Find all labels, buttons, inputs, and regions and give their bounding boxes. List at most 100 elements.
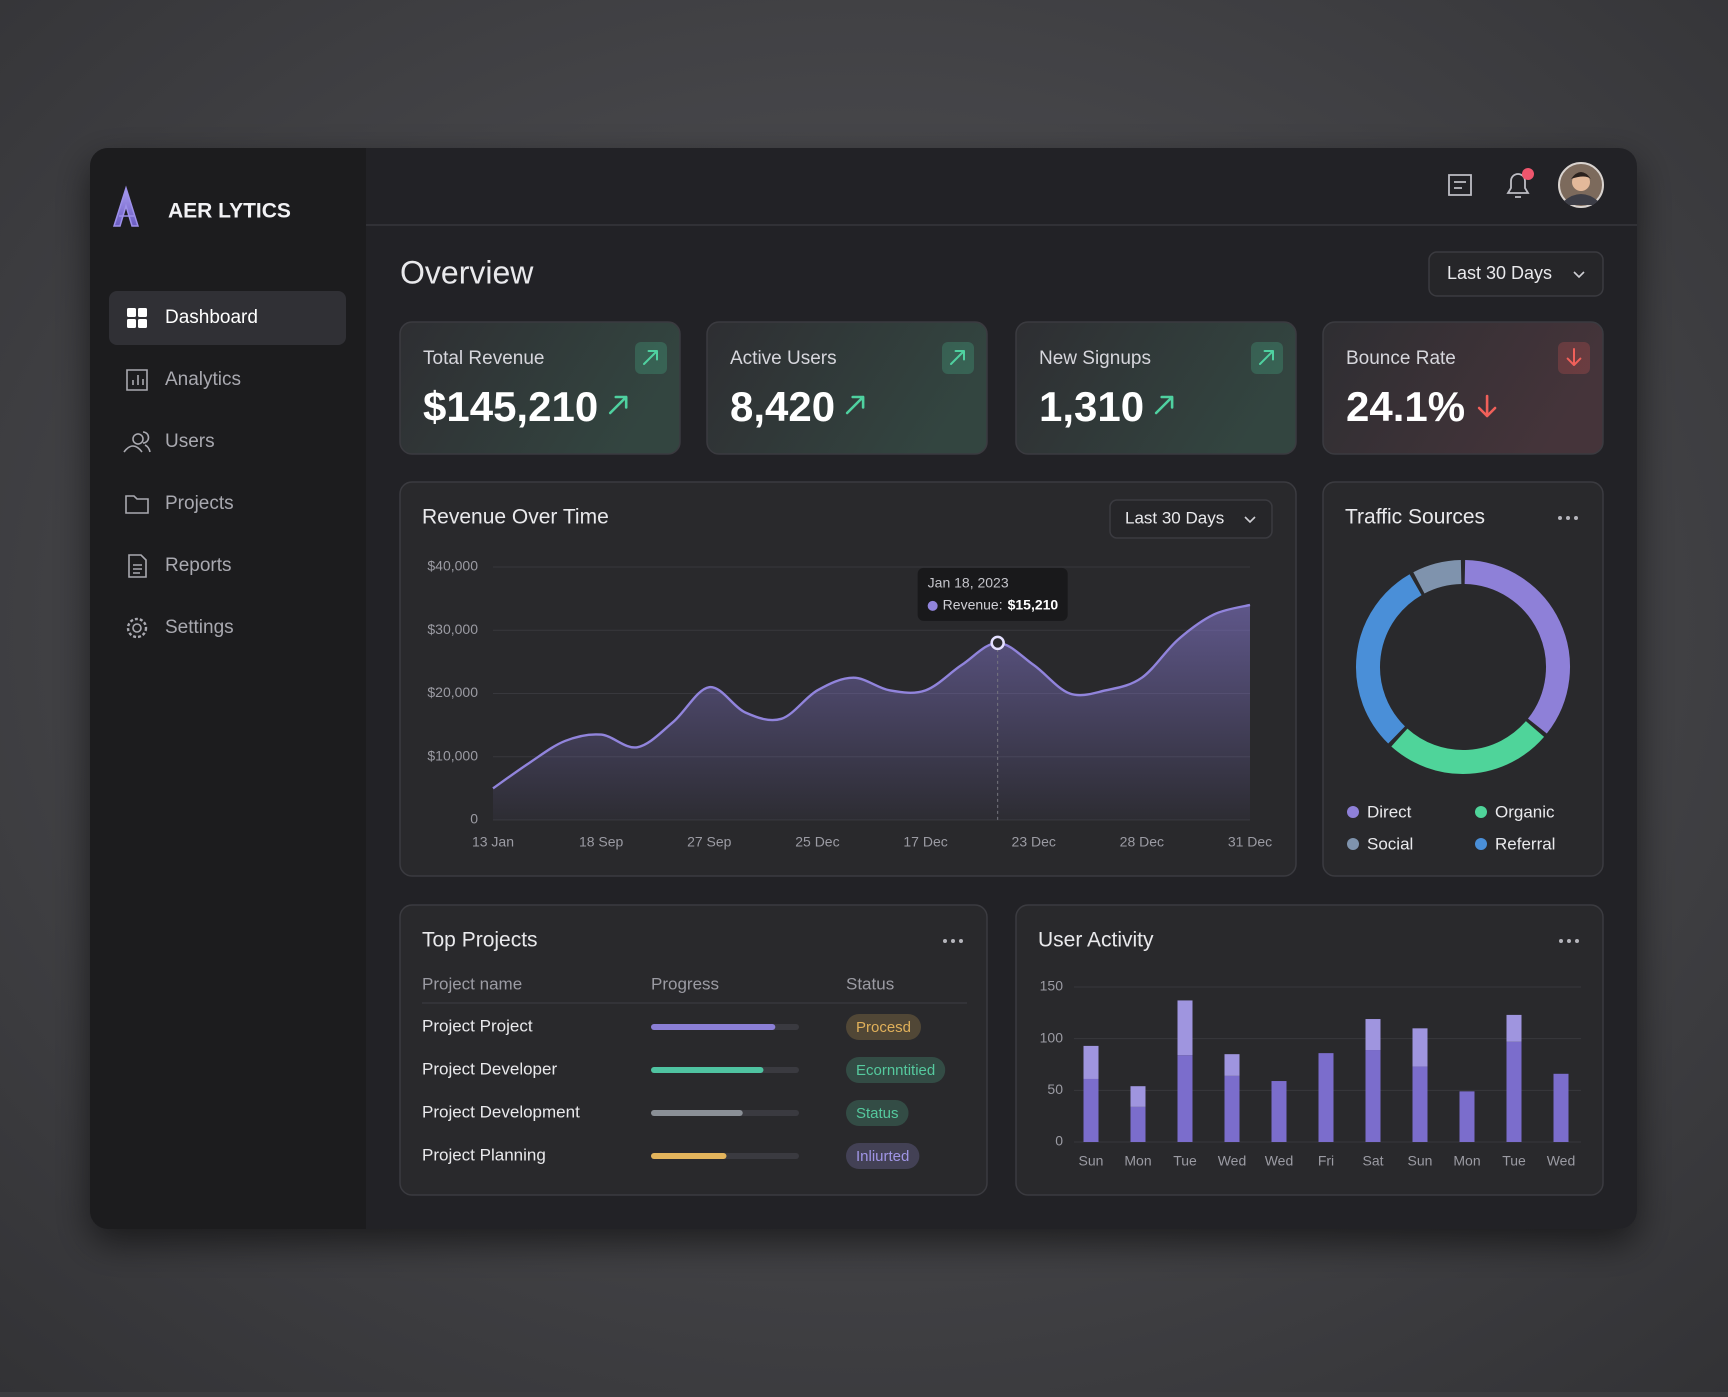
chevron (1573, 271, 1585, 279)
avatar-face (1572, 173, 1590, 191)
column-header: Status (846, 974, 894, 993)
legend-item: Referral (1475, 834, 1555, 853)
bar-segment (1177, 1000, 1193, 1056)
sidebar (90, 148, 366, 1229)
highlight-point (990, 635, 1005, 651)
tooltip-dot (927, 600, 938, 611)
card-bg (399, 321, 681, 455)
trend-up-icon (1259, 350, 1274, 365)
more-menu[interactable] (1559, 939, 1579, 943)
kpi-value: 24.1% (1346, 383, 1465, 430)
x-tick-label: Wed (1265, 1153, 1294, 1169)
x-tick-label: Tue (1173, 1153, 1197, 1169)
trend-up-icon (1154, 395, 1174, 415)
range-dropdown[interactable]: Last 30 Days (1428, 251, 1604, 297)
nav-label: Dashboard (165, 307, 258, 328)
kpi-value: 8,420 (730, 383, 835, 430)
bar-segment (1177, 1055, 1193, 1142)
bar-segment (1459, 1091, 1475, 1142)
status-pill (846, 1057, 946, 1083)
logo (112, 185, 140, 227)
kpi-label: Active Users (730, 348, 837, 369)
tooltip-bg (917, 567, 1068, 621)
chevron (1244, 516, 1256, 524)
nav-item[interactable]: Dashboard (109, 291, 346, 345)
more-menu[interactable] (1558, 516, 1578, 520)
kpi-value: $145,210 (423, 383, 598, 430)
avatar[interactable] (1558, 162, 1604, 208)
project-row[interactable]: Project Project Procesd (422, 1014, 922, 1040)
x-tick-label: 25 Dec (795, 834, 839, 850)
y-tick-label: $40,000 (427, 558, 478, 574)
page-title: Overview (400, 254, 534, 290)
dot (943, 939, 947, 943)
card-bg (1015, 904, 1604, 1196)
dot (1574, 516, 1578, 520)
bar-segment (1130, 1106, 1146, 1142)
notification-badge (1522, 168, 1534, 180)
x-tick-label: Sun (1408, 1153, 1433, 1169)
legend-item: Direct (1347, 802, 1412, 821)
icon-part (126, 369, 148, 391)
project-name: Project Planning (422, 1145, 546, 1164)
icon-part (138, 308, 147, 317)
legend-label: Social (1367, 834, 1413, 853)
nav-item[interactable]: Settings (126, 617, 234, 639)
bar-segment (1553, 1073, 1569, 1142)
legend-item: Organic (1475, 802, 1555, 821)
y-tick-label: $20,000 (427, 684, 478, 700)
donut-segment (1413, 560, 1462, 594)
more-menu[interactable] (943, 939, 963, 943)
status-pill (846, 1014, 922, 1040)
icon-part (127, 319, 136, 328)
bar-segment (1224, 1054, 1240, 1076)
kpi-card: Total Revenue $145,210 (399, 321, 681, 455)
chart-range-dropdown[interactable]: Last 30 Days (1109, 499, 1273, 539)
nav-item[interactable]: Users (123, 431, 215, 453)
nav-label: Analytics (165, 369, 241, 390)
icon-part (123, 431, 151, 453)
progress-fill (651, 1067, 764, 1073)
project-row[interactable]: Project Development Status (422, 1100, 909, 1126)
dot (1566, 516, 1570, 520)
nav-icon (127, 308, 147, 328)
dot (1558, 516, 1562, 520)
x-tick-label: 17 Dec (903, 834, 947, 850)
legend-item: Social (1347, 834, 1413, 853)
tooltip-value: $15,210 (1008, 597, 1059, 613)
icon-part (138, 319, 147, 328)
kpi-card: Active Users 8,420 (706, 321, 988, 455)
project-row[interactable]: Project Planning Inliurted (422, 1143, 920, 1169)
card-bg (1015, 321, 1297, 455)
legend-swatch (1347, 806, 1359, 818)
dot (1575, 939, 1579, 943)
project-row[interactable]: Project Developer Ecornntitied (422, 1057, 946, 1083)
card-title: Revenue Over Time (422, 506, 609, 529)
y-tick-label: 0 (1055, 1133, 1063, 1149)
y-tick-label: 150 (1040, 978, 1064, 994)
dot (951, 939, 955, 943)
card-bg (399, 904, 988, 1196)
icon-part (127, 308, 136, 317)
nav-item[interactable]: Analytics (126, 369, 241, 391)
messages-icon[interactable] (1448, 174, 1472, 196)
tooltip: Jan 18, 2023 Revenue: $15,210 (917, 567, 1068, 621)
y-tick-label: $30,000 (427, 621, 478, 637)
status-label: Procesd (856, 1019, 911, 1036)
x-tick-label: 31 Dec (1228, 834, 1272, 850)
trend-down-icon (1566, 348, 1582, 366)
x-tick-label: Wed (1218, 1153, 1247, 1169)
x-tick-label: 28 Dec (1120, 834, 1164, 850)
nav-item[interactable]: Projects (125, 493, 234, 514)
nav-item[interactable]: Reports (128, 554, 232, 578)
kpi-card: New Signups 1,310 (1015, 321, 1297, 455)
kpi-value: 1,310 (1039, 383, 1144, 430)
nav-icon (125, 495, 149, 514)
bar-segment (1083, 1078, 1099, 1142)
card-bg (1322, 481, 1604, 877)
donut-segment (1391, 720, 1545, 774)
dot (1559, 939, 1563, 943)
legend-swatch (1475, 838, 1487, 850)
